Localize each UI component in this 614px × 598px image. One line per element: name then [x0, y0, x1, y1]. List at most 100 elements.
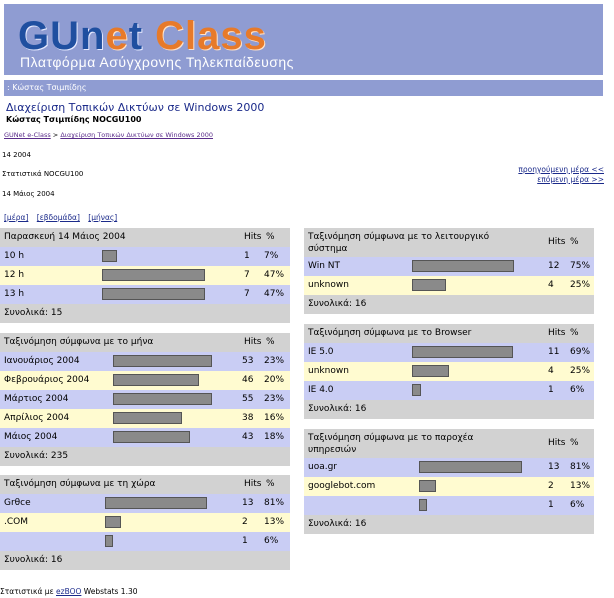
total-label: Συνολικά: 235	[4, 451, 69, 461]
hits-bar	[102, 269, 205, 281]
hits-bar	[105, 497, 207, 509]
percent-header: %	[570, 237, 579, 247]
table-row: IE 5.0 11 69%	[304, 343, 594, 362]
table-os: Ταξινόμηση σύμφωνα με το λειτουργικό σύστ…	[304, 228, 594, 314]
hits-bar	[412, 279, 446, 291]
hits-header: Hits	[244, 479, 262, 489]
footer: Στατιστικά με ezBOO Webstats 1.30	[0, 587, 138, 596]
hits-bar	[113, 431, 190, 443]
row-label: 13 h	[4, 289, 25, 299]
hits-bar	[113, 355, 212, 367]
gunet-logo[interactable]: GUnet Class	[18, 14, 267, 58]
row-hits: 38	[242, 413, 254, 423]
hits-bar	[102, 288, 205, 300]
table-row: googlebot.com 2 13%	[304, 477, 594, 496]
row-hits: 53	[242, 356, 254, 366]
logo-text-class: Class	[155, 14, 267, 58]
row-label: IE 5.0	[308, 347, 334, 357]
header-banner: GUnet Class Πλατφόρμα Ασύγχρονης Τηλεκπα…	[4, 4, 603, 75]
table-row: Φεβρουάριος 2004 46 20%	[0, 371, 290, 390]
row-percent: 25%	[570, 280, 591, 290]
table-total: Συνολικά: 235	[0, 447, 290, 466]
table-total: Συνολικά: 16	[304, 515, 594, 534]
table-row: uoa.gr 13 81%	[304, 458, 594, 477]
hits-bar	[113, 393, 212, 405]
row-percent: 23%	[264, 356, 285, 366]
table-total: Συνολικά: 16	[304, 295, 594, 314]
row-hits: 46	[242, 375, 254, 385]
course-title: Διαχείριση Τοπικών Δικτύων σε Windows 20…	[6, 101, 265, 114]
row-percent: 81%	[264, 498, 285, 508]
row-label: googlebot.com	[308, 481, 376, 491]
percent-header: %	[266, 337, 275, 347]
breadcrumb: GUNet e-Class > Διαχείριση Τοπικών Δικτύ…	[4, 131, 213, 139]
row-percent: 13%	[570, 481, 591, 491]
breadcrumb-separator: >	[50, 131, 61, 139]
percent-header: %	[266, 479, 275, 489]
hits-bar	[419, 461, 522, 473]
platform-subtitle: Πλατφόρμα Ασύγχρονης Τηλεκπαίδευσης	[20, 54, 294, 70]
period-day-link[interactable]: [μέρα]	[4, 213, 29, 222]
row-label: Απρίλιος 2004	[4, 413, 70, 423]
percent-header: %	[570, 438, 579, 448]
table-title-line1: Ταξινόμηση σύμφωνα με το λειτουργικό	[308, 232, 490, 242]
total-label: Συνολικά: 16	[308, 404, 367, 414]
hits-bar	[113, 374, 199, 386]
table-day: Παρασκευή 14 Μάιος 2004 Hits % 10 h 1 7%…	[0, 228, 290, 323]
table-header: Ταξινόμηση σύμφωνα με τη χώρα Hits %	[0, 475, 290, 494]
row-label: uoa.gr	[308, 462, 337, 472]
row-percent: 47%	[264, 270, 285, 280]
row-hits: 4	[548, 366, 554, 376]
breadcrumb-home-link[interactable]: GUNet e-Class	[4, 131, 51, 139]
row-percent: 20%	[264, 375, 285, 385]
hits-header: Hits	[244, 232, 262, 242]
period-month-link[interactable]: [μήνας]	[88, 213, 118, 222]
hits-bar	[105, 516, 121, 528]
footer-suffix: Webstats 1.30	[81, 587, 138, 596]
day-navigation: προηγούμενη μέρα << επόμενη μέρα >>	[518, 165, 604, 185]
row-hits: 4	[548, 280, 554, 290]
row-hits: 13	[548, 462, 560, 472]
row-percent: 81%	[570, 462, 591, 472]
row-hits: 1	[244, 251, 250, 261]
row-percent: 6%	[264, 536, 279, 546]
row-label: .COM	[4, 517, 28, 527]
table-browser: Ταξινόμηση σύμφωνα με το Browser Hits % …	[304, 324, 594, 419]
hits-header: Hits	[548, 237, 566, 247]
course-subtitle: Κώστας Τσιμπίδης NOCGU100	[6, 115, 142, 124]
table-row: Μάρτιος 2004 55 23%	[0, 390, 290, 409]
hits-header: Hits	[548, 438, 566, 448]
next-day-link[interactable]: επόμενη μέρα >>	[537, 175, 604, 184]
breadcrumb-course-link[interactable]: Διαχείριση Τοπικών Δικτύων σε Windows 20…	[60, 131, 213, 139]
table-row: 13 h 7 47%	[0, 285, 290, 304]
table-header: Ταξινόμηση σύμφωνα με το Browser Hits %	[304, 324, 594, 343]
period-week-link[interactable]: [εβδομάδα]	[36, 213, 80, 222]
hits-header: Hits	[548, 328, 566, 338]
logo-text-t: t	[128, 14, 156, 58]
hits-bar	[102, 250, 117, 262]
current-date: 14 Μάιος 2004	[2, 190, 55, 198]
user-bar: : Κώστας Τσιμπίδης	[4, 80, 603, 96]
row-label: 10 h	[4, 251, 25, 261]
row-hits: 1	[548, 500, 554, 510]
row-hits: 7	[244, 270, 250, 280]
ezboo-link[interactable]: ezBOO	[56, 587, 82, 596]
hits-bar	[419, 499, 427, 511]
table-header: Ταξινόμηση σύμφωνα με το λειτουργικό σύστ…	[304, 228, 594, 257]
row-hits: 2	[242, 517, 248, 527]
row-percent: 6%	[570, 385, 585, 395]
table-row: 12 h 7 47%	[0, 266, 290, 285]
previous-day-link[interactable]: προηγούμενη μέρα <<	[518, 165, 604, 174]
table-row: Μάιος 2004 43 18%	[0, 428, 290, 447]
hits-bar	[412, 260, 514, 272]
table-title-line2: σύστημα	[308, 244, 348, 254]
hits-bar	[419, 480, 436, 492]
percent-header: %	[570, 328, 579, 338]
table-row: .COM 2 13%	[0, 513, 290, 532]
total-label: Συνολικά: 16	[4, 555, 63, 565]
hits-bar	[412, 384, 421, 396]
row-label: Μάιος 2004	[4, 432, 58, 442]
row-percent: 25%	[570, 366, 591, 376]
table-month: Ταξινόμηση σύμφωνα με το μήνα Hits % Ιαν…	[0, 333, 290, 466]
percent-header: %	[266, 232, 275, 242]
